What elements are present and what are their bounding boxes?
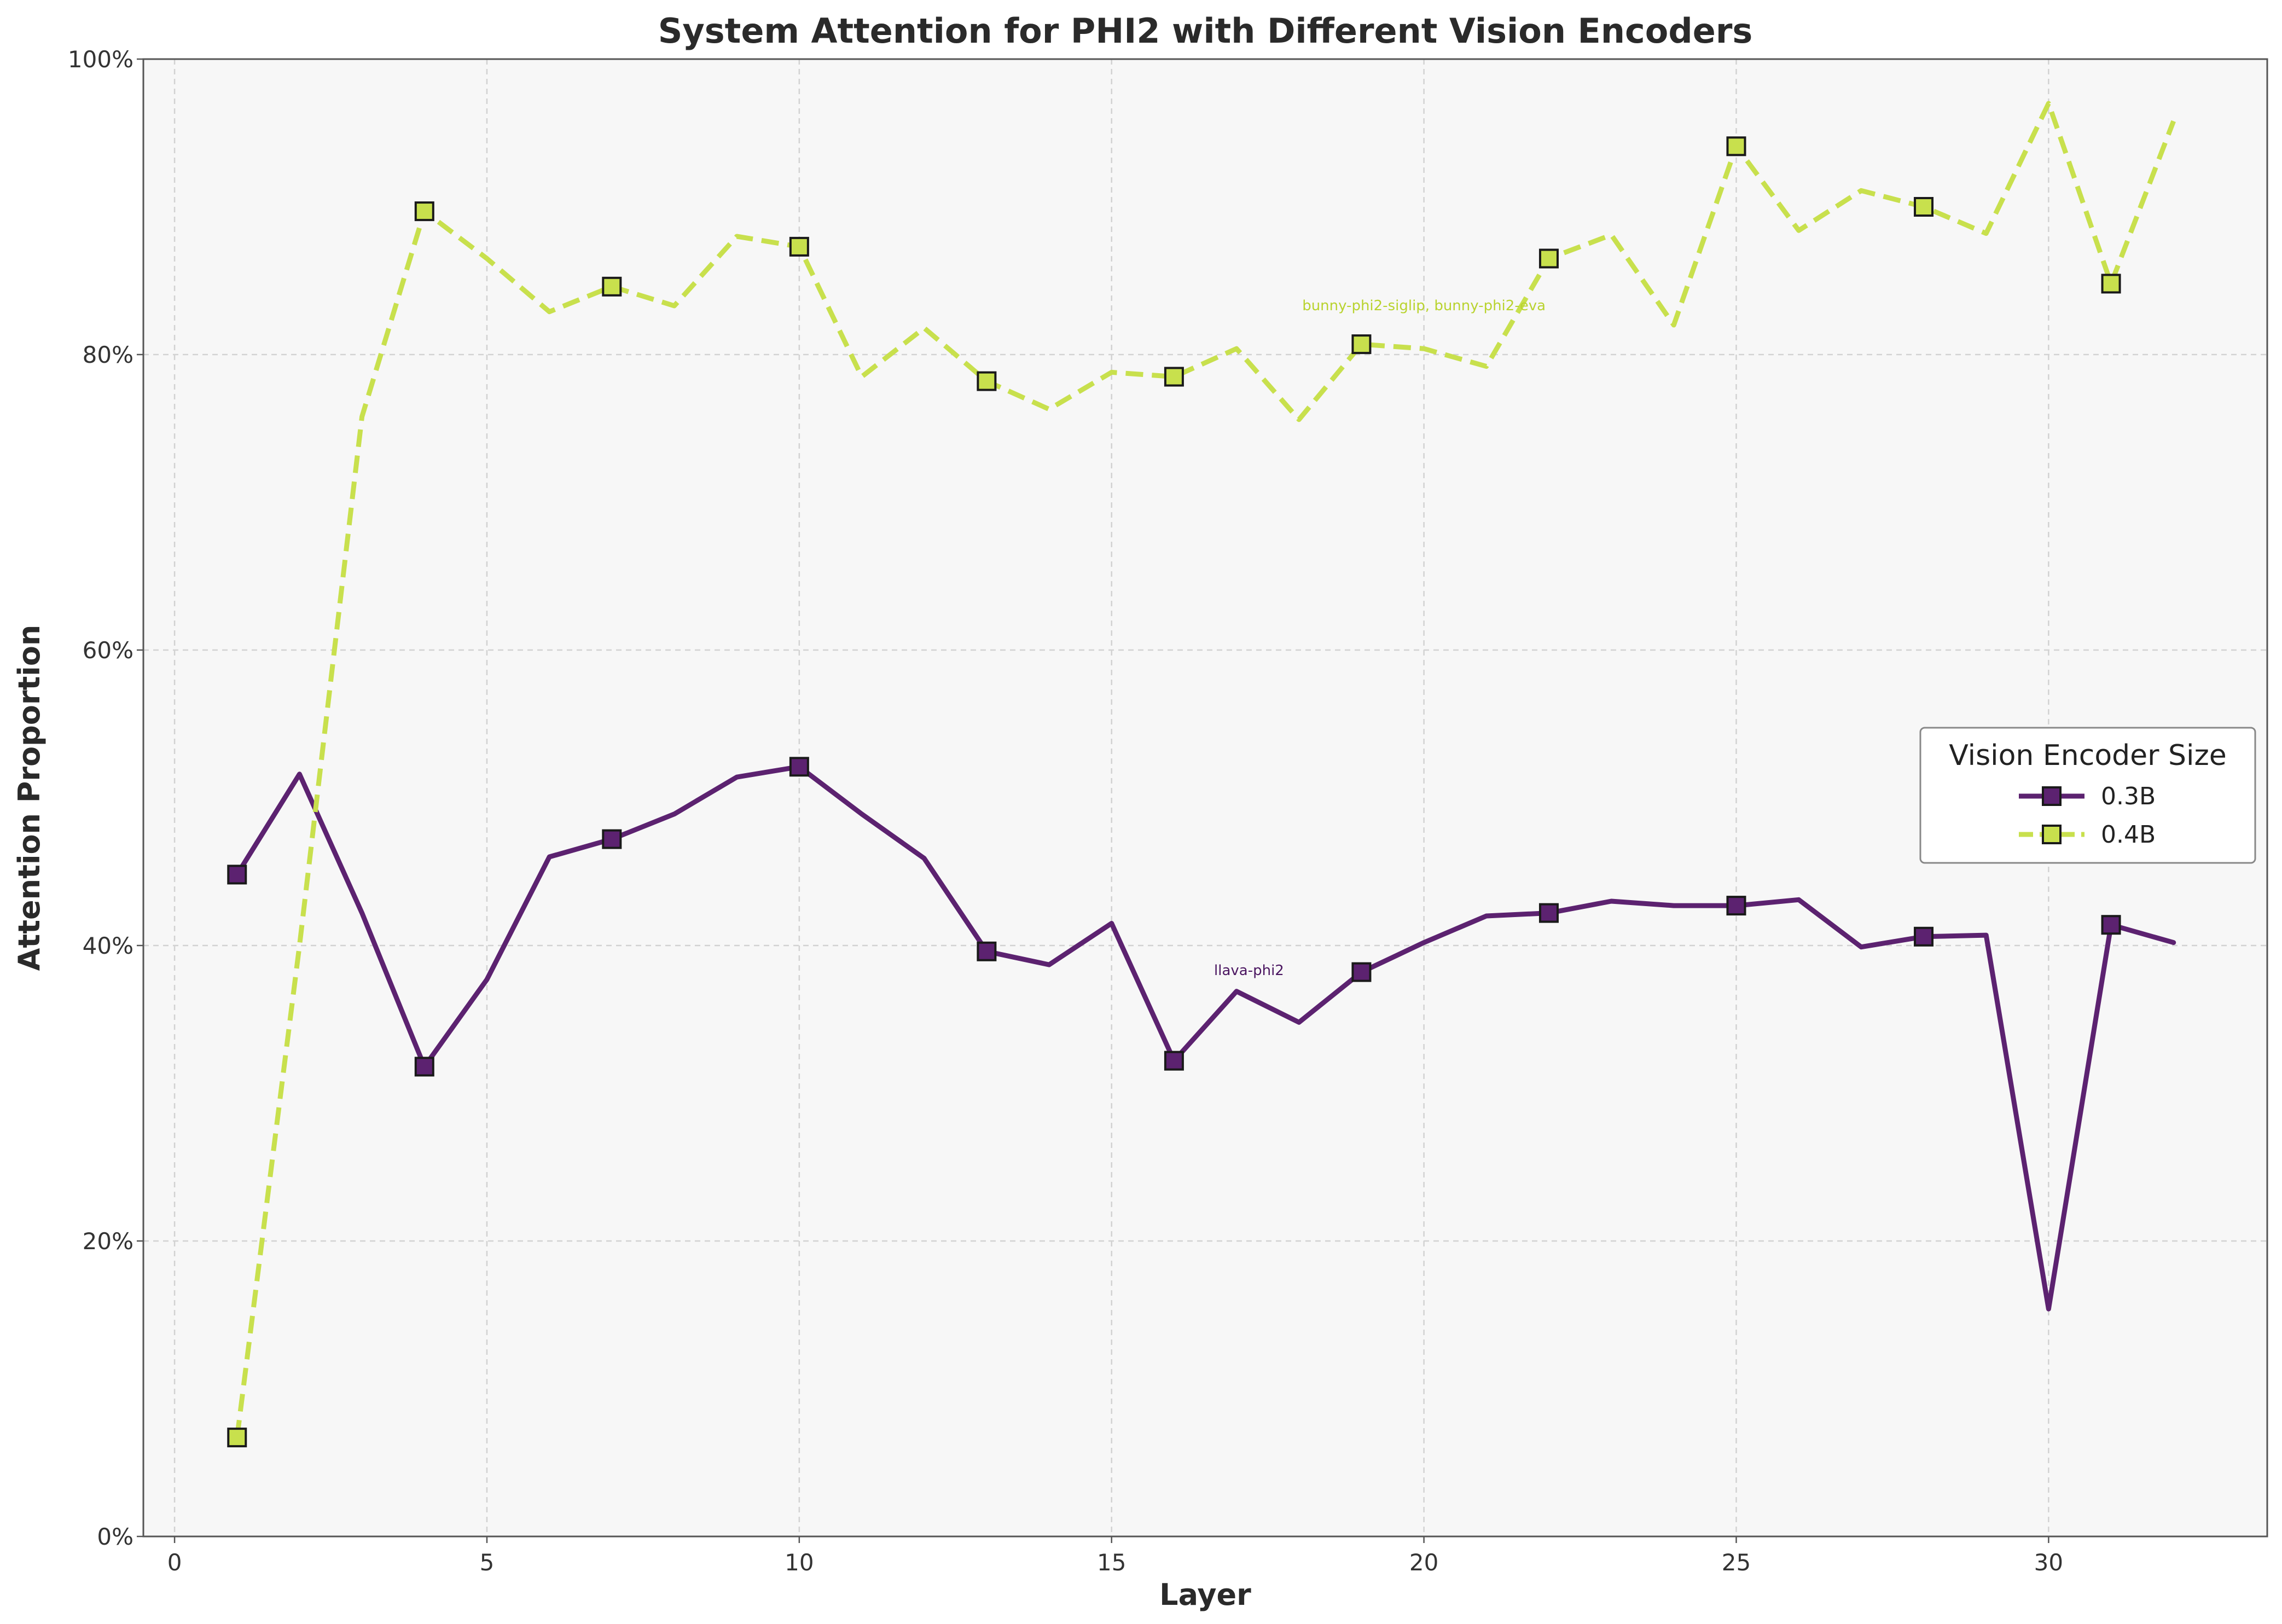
data-point <box>1351 962 1372 982</box>
data-point <box>1538 248 1559 269</box>
plot-frame <box>142 58 2268 1538</box>
legend-entry: 0.4B <box>2019 821 2156 849</box>
x-tick-label: 25 <box>1722 1549 1751 1576</box>
data-point <box>227 1428 247 1448</box>
series-layer: llava-phi2 bunny-phi2-siglip, bunny-phi2-… <box>227 101 2176 1448</box>
y-axis-title: Attention Proportion <box>12 625 47 971</box>
data-point <box>1726 136 1746 156</box>
y-tick-label: 100% <box>68 46 133 73</box>
legend-swatch-marker <box>2042 786 2062 806</box>
data-point <box>602 276 622 297</box>
data-point <box>1538 903 1559 923</box>
data-point <box>1914 926 1934 947</box>
chart-title: System Attention for PHI2 with Different… <box>658 11 1753 51</box>
y-tick-label: 80% <box>83 341 133 368</box>
series-line <box>234 764 2176 1312</box>
series-0.3B: llava-phi2 <box>227 757 2176 1312</box>
data-point <box>227 865 247 885</box>
data-point <box>414 1057 434 1077</box>
y-tick-label: 40% <box>83 932 133 959</box>
x-tick-label: 30 <box>2034 1549 2063 1576</box>
data-point <box>414 201 434 222</box>
data-point <box>1914 197 1934 217</box>
y-tick-label: 20% <box>83 1228 133 1255</box>
x-tick-label: 20 <box>1409 1549 1438 1576</box>
data-point <box>2101 915 2121 935</box>
legend-entries: 0.3B 0.4B <box>2019 782 2156 849</box>
x-tick-label: 5 <box>480 1549 495 1576</box>
plot-area <box>143 59 2267 1536</box>
x-tick-label: 0 <box>167 1549 182 1576</box>
data-point <box>1351 334 1372 355</box>
data-point <box>2101 274 2121 294</box>
data-point <box>977 941 997 961</box>
data-point <box>602 829 622 849</box>
legend-box <box>1919 727 2256 864</box>
y-tick-label: 0% <box>97 1523 133 1550</box>
legend-label: 0.3B <box>2101 782 2156 810</box>
data-point <box>1164 367 1184 387</box>
legend: Vision Encoder Size 0.3B 0.4B <box>1919 727 2256 864</box>
grid <box>143 58 2267 1538</box>
tick-labels: 0 5 10 15 20 25 30 0% 20% 40% 60% 80% 100% <box>68 46 2063 1576</box>
legend-title: Vision Encoder Size <box>1949 739 2227 772</box>
series-line <box>234 101 2176 1438</box>
legend-swatch-marker <box>2042 825 2062 844</box>
x-tick-label: 10 <box>785 1549 814 1576</box>
data-point <box>1164 1051 1184 1071</box>
data-point <box>789 236 809 257</box>
series-annotation: bunny-phi2-siglip, bunny-phi2-eva <box>1302 298 1546 314</box>
x-axis-title: Layer <box>1159 1577 1251 1612</box>
x-tick-label: 15 <box>1097 1549 1126 1576</box>
data-point <box>1726 896 1746 916</box>
series-0.4B: bunny-phi2-siglip, bunny-phi2-eva <box>227 101 2176 1448</box>
data-point <box>977 371 997 391</box>
series-annotation: llava-phi2 <box>1214 962 1284 979</box>
data-point <box>789 757 809 777</box>
legend-label: 0.4B <box>2101 821 2156 849</box>
y-tick-label: 60% <box>83 637 133 664</box>
legend-entry: 0.3B <box>2019 782 2156 810</box>
